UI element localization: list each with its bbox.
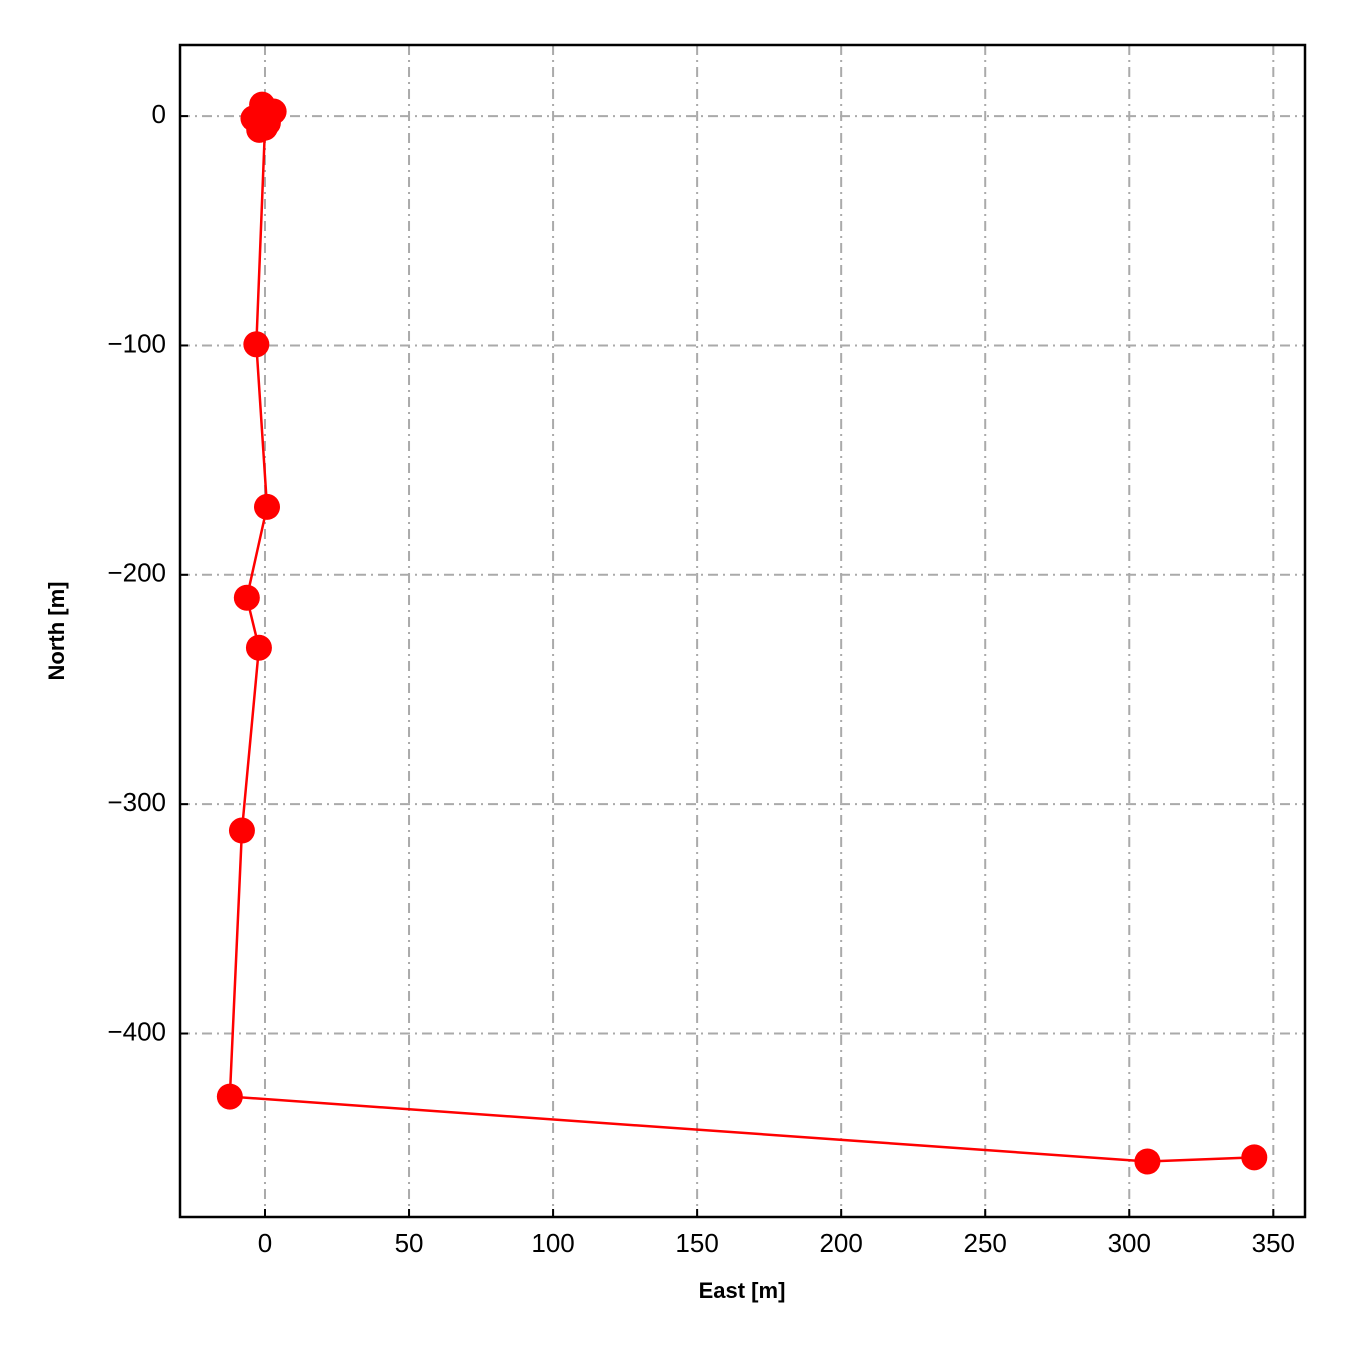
y-tick-label: −200	[107, 558, 166, 588]
marker	[216, 1083, 243, 1110]
x-tick-label: 350	[1252, 1228, 1295, 1258]
line	[228, 103, 1255, 1163]
marker	[245, 634, 272, 661]
marker	[233, 584, 260, 611]
marker	[1241, 1144, 1268, 1171]
marker	[251, 114, 278, 141]
x-tick-label: 300	[1108, 1228, 1151, 1258]
marker	[1134, 1148, 1161, 1175]
x-tick-label: 50	[395, 1228, 424, 1258]
y-tick-label: −100	[107, 328, 166, 358]
x-tick-label: 150	[675, 1228, 718, 1258]
x-tick-label: 100	[531, 1228, 574, 1258]
x-tick-label: 0	[258, 1228, 272, 1258]
marker	[243, 331, 270, 358]
y-tick-label: −300	[107, 787, 166, 817]
y-tick-label: 0	[152, 99, 166, 129]
marker	[254, 493, 281, 520]
x-axis-label: East [m]	[699, 1278, 786, 1303]
x-tick-label: 250	[964, 1228, 1007, 1258]
x-tick-label: 200	[819, 1228, 862, 1258]
marker	[228, 817, 255, 844]
plot-frame	[178, 43, 1307, 1219]
y-axis-label: North [m]	[44, 582, 69, 681]
y-tick-label: −400	[107, 1016, 166, 1046]
